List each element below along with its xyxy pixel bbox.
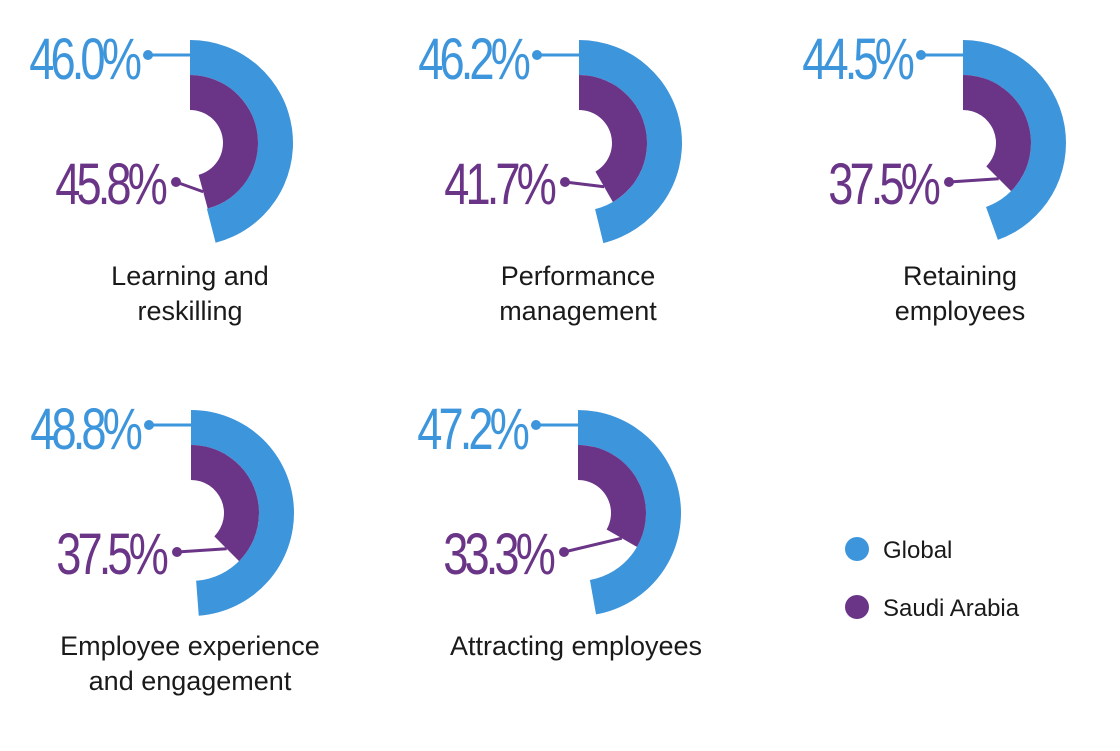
category-label-1-line-1: Learning and xyxy=(111,261,269,291)
saudi-value-label-3: 37.5% xyxy=(828,153,940,218)
category-label-5-line-1: Attracting employees xyxy=(450,631,702,661)
saudi-value-label-2: 41.7% xyxy=(444,153,556,218)
saudi-leader-dot-3 xyxy=(944,177,954,187)
global-value-label-4: 48.8% xyxy=(30,398,142,463)
saudi-arc-1 xyxy=(190,75,259,209)
legend-marker-saudi-arabia xyxy=(845,595,869,619)
saudi-leader-line-4 xyxy=(176,547,227,554)
saudi-arc-4 xyxy=(191,445,260,562)
saudi-leader-line-2 xyxy=(564,180,605,189)
category-label-1-line-2: reskilling xyxy=(137,296,242,326)
legend-label-global: Global xyxy=(883,537,952,564)
global-arc-5 xyxy=(578,410,682,615)
saudi-arc-3 xyxy=(963,75,1031,192)
legend-marker-global xyxy=(845,537,869,561)
saudi-leader-line-5 xyxy=(563,536,623,554)
global-arc-2 xyxy=(579,40,682,244)
global-leader-dot-2 xyxy=(532,50,542,60)
saudi-arc-5 xyxy=(578,445,646,547)
global-value-label-5: 47.2% xyxy=(417,398,529,463)
saudi-leader-dot-5 xyxy=(559,547,569,557)
global-value-label-1: 46.0% xyxy=(29,28,141,93)
saudi-value-label-1: 45.8% xyxy=(55,153,167,218)
global-leader-dot-4 xyxy=(144,420,154,430)
saudi-leader-dot-4 xyxy=(172,547,182,557)
global-value-label-2: 46.2% xyxy=(418,28,530,93)
category-label-3-line-2: employees xyxy=(895,296,1026,326)
legend-label-saudi-arabia: Saudi Arabia xyxy=(883,595,1020,622)
saudi-value-label-5: 33.3% xyxy=(443,523,555,588)
saudi-arc-2 xyxy=(579,75,647,202)
global-leader-dot-3 xyxy=(916,50,926,60)
category-label-2-line-2: management xyxy=(499,296,657,326)
category-label-4-line-1: Employee experience xyxy=(60,631,320,661)
saudi-leader-dot-2 xyxy=(560,177,570,187)
global-arc-1 xyxy=(190,40,293,243)
global-leader-dot-1 xyxy=(143,50,153,60)
category-label-2-line-1: Performance xyxy=(501,261,656,291)
global-value-label-3: 44.5% xyxy=(802,28,914,93)
category-label-4-line-2: and engagement xyxy=(89,666,292,696)
saudi-leader-dot-1 xyxy=(171,177,181,187)
category-label-3-line-1: Retaining xyxy=(903,261,1017,291)
saudi-leader-line-3 xyxy=(948,177,999,184)
saudi-value-label-4: 37.5% xyxy=(56,523,168,588)
global-arc-3 xyxy=(963,40,1066,240)
global-leader-dot-5 xyxy=(531,420,541,430)
global-arc-4 xyxy=(191,410,294,616)
